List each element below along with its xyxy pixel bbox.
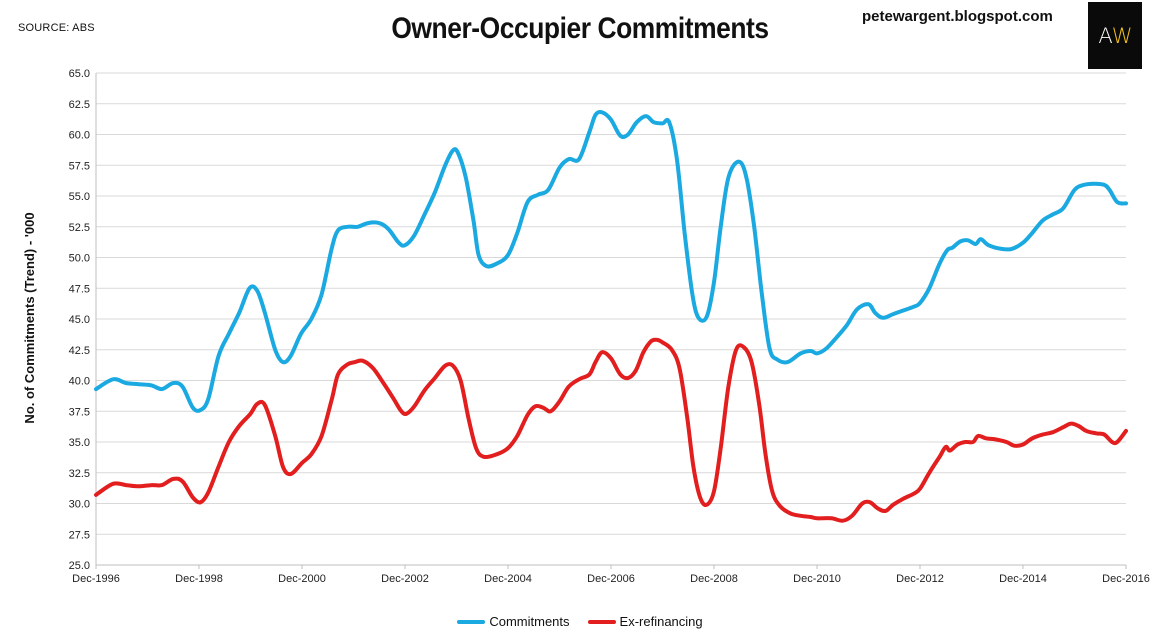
y-tick-label: 32.5 [69, 468, 90, 480]
x-tick-label: Dec-2012 [896, 573, 944, 585]
y-tick-label: 52.5 [69, 222, 90, 234]
gridlines [96, 72, 1126, 566]
y-tick-label: 57.5 [69, 160, 90, 172]
y-tick-label: 47.5 [69, 283, 90, 295]
y-axis-label: No. of Commitments (Trend) - '000 [22, 212, 37, 423]
legend-item-commitments: Commitments [457, 614, 570, 629]
y-tick-label: 50.0 [69, 253, 90, 265]
logo-letter-w: W [1111, 23, 1133, 48]
blog-url[interactable]: petewargent.blogspot.com [862, 8, 1053, 25]
legend-swatch-commitments [457, 619, 486, 624]
y-tick-label: 30.0 [69, 499, 90, 511]
y-tick-label: 42.5 [69, 345, 90, 357]
x-axis: Dec-1996 Dec-1998 Dec-2000 Dec-2002 Dec-2004… [72, 564, 1150, 585]
y-tick-label: 35.0 [69, 437, 90, 449]
y-tick-label: 25.0 [69, 560, 90, 572]
legend-item-ex-refinancing: Ex-refinancing [587, 614, 703, 629]
y-tick-label: 40.0 [69, 376, 90, 388]
legend: Commitments Ex-refinancing [0, 614, 1160, 629]
x-tick-label: Dec-2016 [1102, 573, 1150, 585]
chart-title: Owner-Occupier Commitments [391, 12, 769, 45]
y-tick-label: 45.0 [69, 314, 90, 326]
series-line-commitments [94, 109, 1128, 413]
x-tick-label: Dec-1998 [175, 573, 223, 585]
x-tick-label: Dec-2010 [793, 573, 841, 585]
x-tick-label: Dec-2000 [278, 573, 326, 585]
y-tick-label: 60.0 [69, 130, 90, 142]
legend-label-ex-refinancing: Ex-refinancing [619, 614, 703, 629]
y-axis: 25.0 27.5 30.0 32.5 35.0 37.5 40.0 42.5 45.0 47.5… [69, 68, 97, 572]
x-tick-label: Dec-2006 [587, 573, 635, 585]
y-tick-label: 27.5 [69, 529, 90, 541]
x-tick-label: Dec-1996 [72, 573, 120, 585]
y-tick-label: 65.0 [69, 68, 90, 80]
x-tick-label: Dec-2002 [381, 573, 429, 585]
legend-label-commitments: Commitments [489, 614, 570, 629]
x-tick-label: Dec-2008 [690, 573, 738, 585]
x-tick-label: Dec-2014 [999, 573, 1047, 585]
x-tick-label: Dec-2004 [484, 573, 532, 585]
legend-swatch-ex-refinancing [587, 619, 616, 624]
y-tick-label: 37.5 [69, 406, 90, 418]
series-line-ex-refinancing [94, 337, 1128, 523]
logo-letter-a: A [1098, 23, 1112, 48]
y-tick-label: 62.5 [69, 99, 90, 111]
source-label: SOURCE: ABS [18, 22, 95, 34]
y-tick-label: 55.0 [69, 191, 90, 203]
series-group [94, 109, 1128, 523]
